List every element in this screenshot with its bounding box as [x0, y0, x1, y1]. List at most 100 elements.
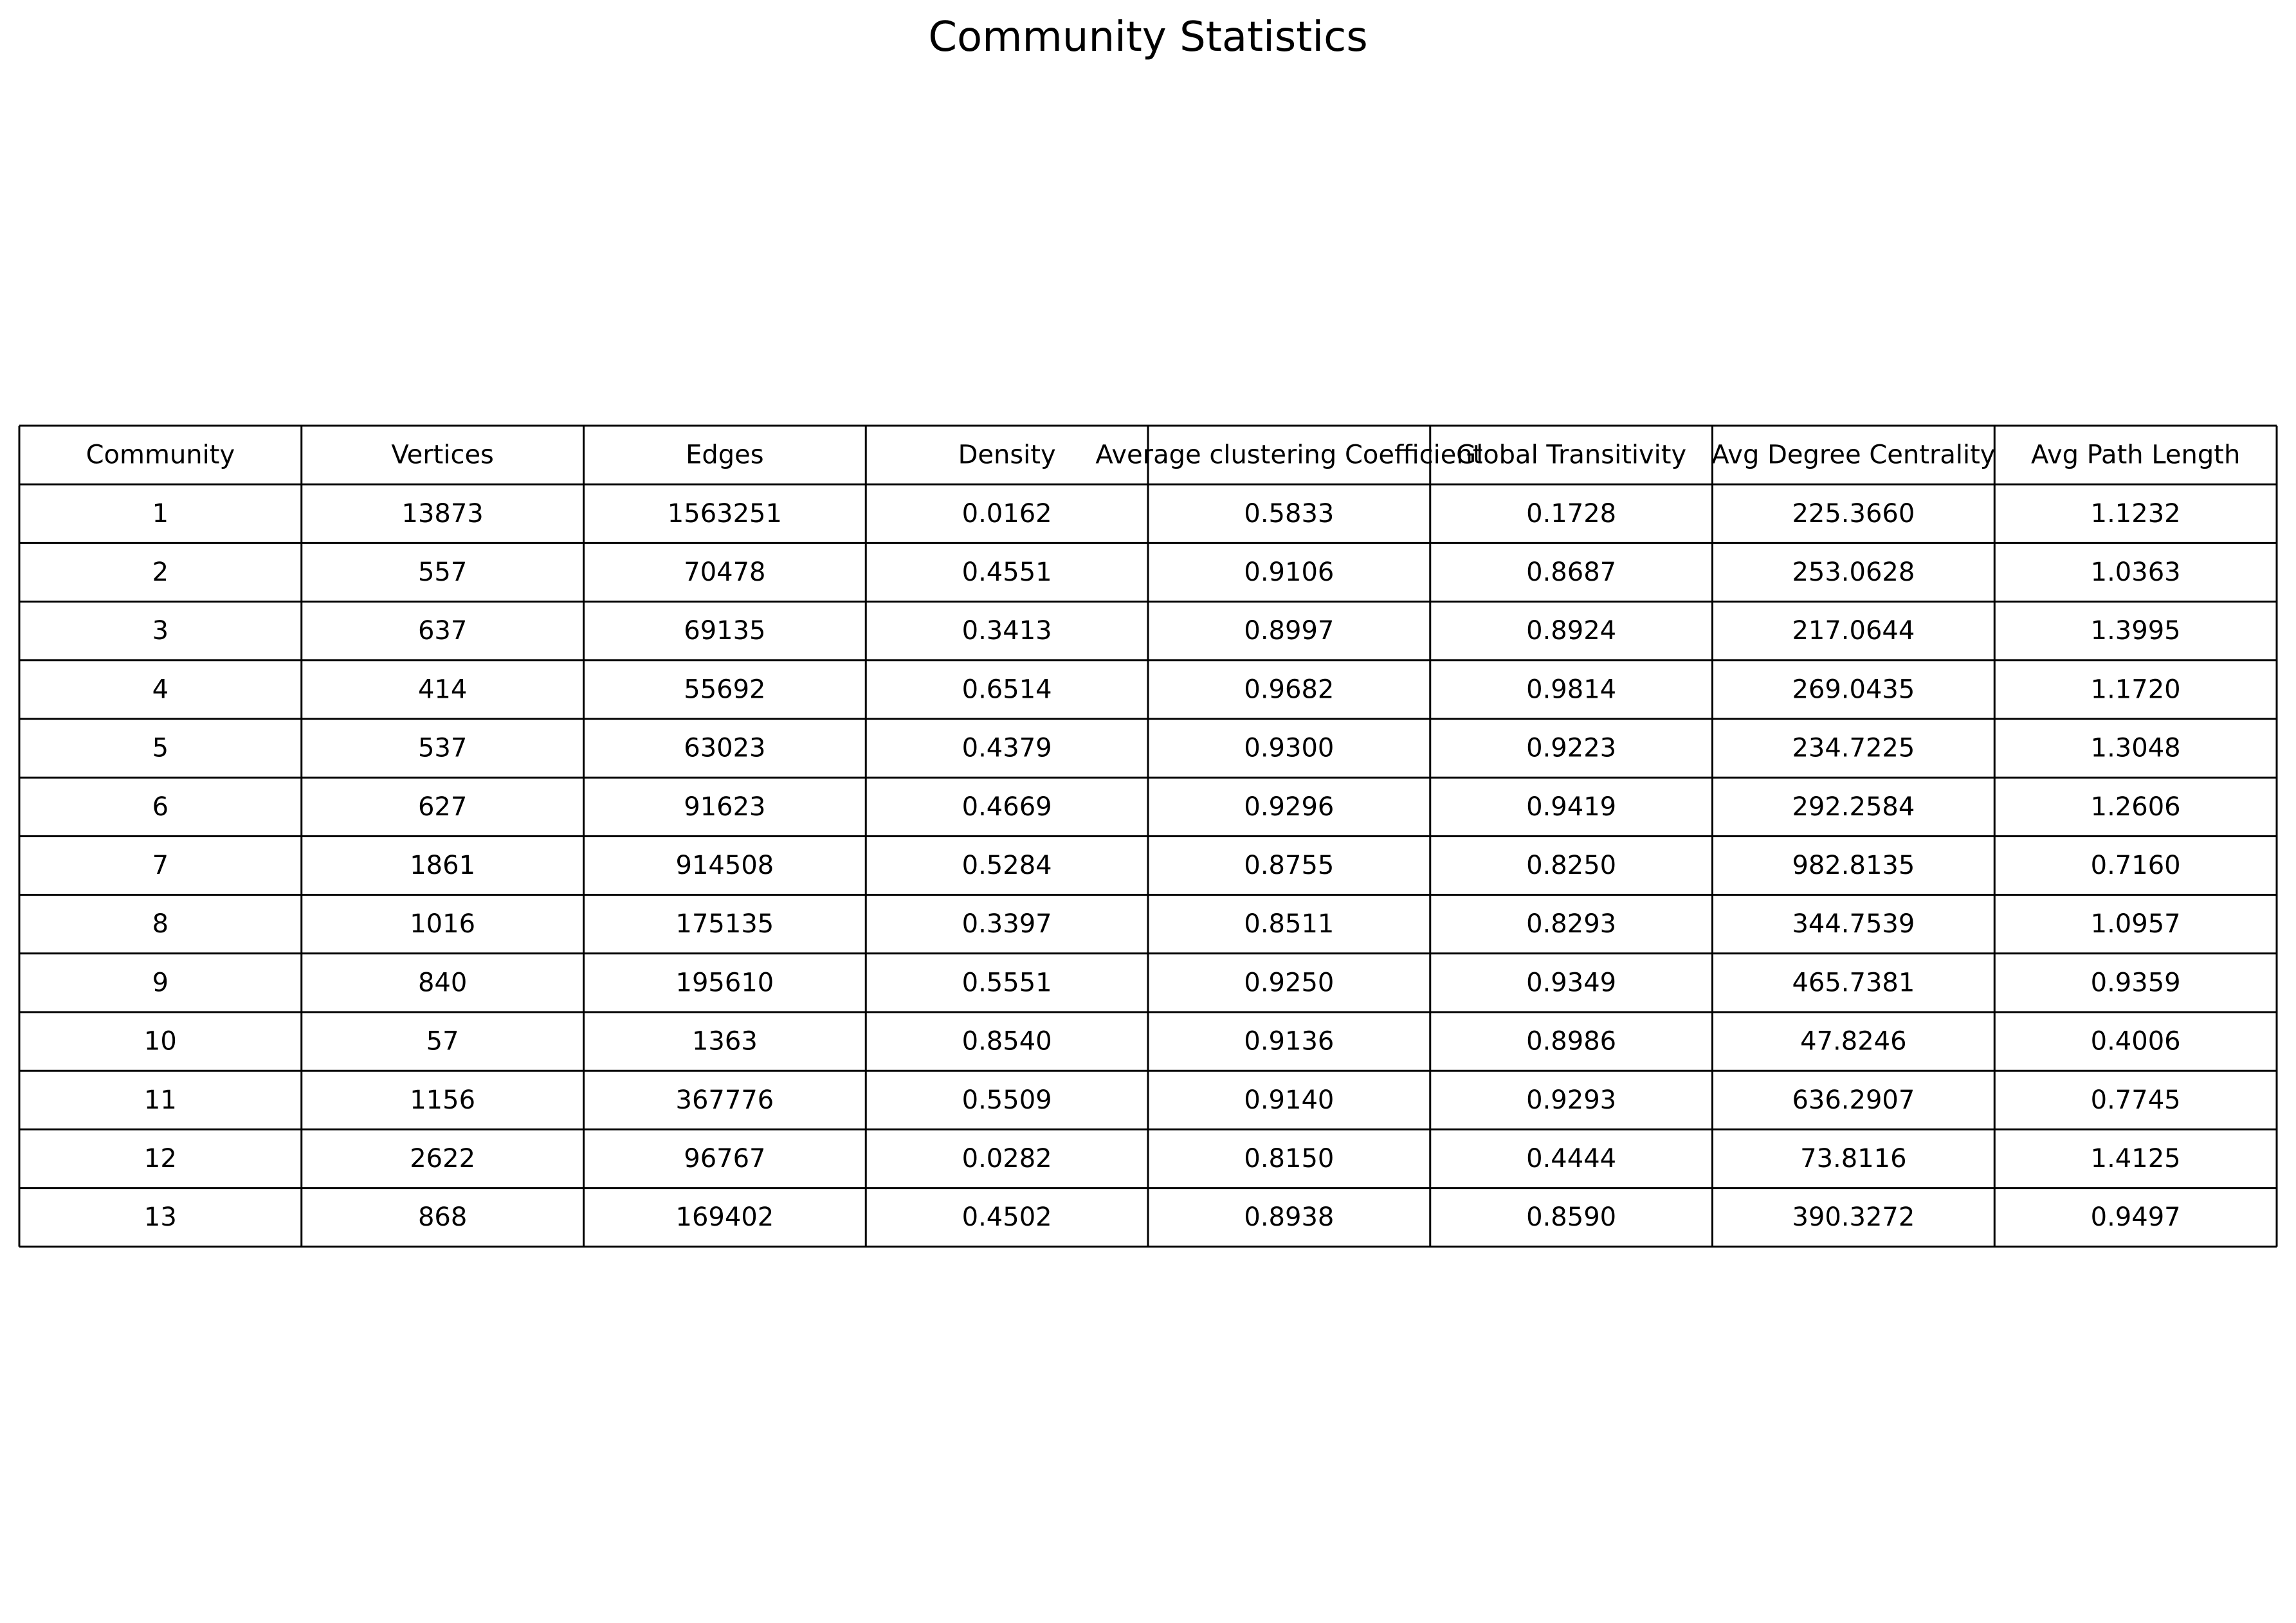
table-cell: 0.3397 — [962, 909, 1052, 939]
table-grid — [18, 424, 2278, 1248]
table-cell: 0.5551 — [962, 968, 1052, 997]
table-cell: 0.8924 — [1526, 616, 1616, 646]
table-cell: 0.7745 — [2091, 1085, 2181, 1115]
table-cell: 1363 — [692, 1027, 758, 1056]
table-cell: 0.4502 — [962, 1202, 1052, 1232]
table-cell: 1.3048 — [2091, 734, 2181, 763]
table-cell: 0.5833 — [1244, 499, 1334, 529]
table-cell: 390.3272 — [1792, 1202, 1915, 1232]
table-cell: 0.4669 — [962, 792, 1052, 822]
table-cell: 0.8687 — [1526, 558, 1616, 587]
table-cell: 0.8755 — [1244, 851, 1334, 880]
table-cell: 1861 — [410, 851, 475, 880]
table-cell: 0.9296 — [1244, 792, 1334, 822]
table-cell: 868 — [418, 1202, 467, 1232]
chart-title: Community Statistics — [928, 14, 1368, 61]
table-cell: 0.9223 — [1526, 734, 1616, 763]
table-cell: 627 — [418, 792, 467, 822]
table-cell: 47.8246 — [1800, 1027, 1906, 1056]
table-cell: 0.8511 — [1244, 909, 1334, 939]
table-cell: 1.0363 — [2091, 558, 2181, 587]
table-cell: 11 — [144, 1085, 177, 1115]
table-cell: 57 — [426, 1027, 459, 1056]
table-cell: 0.9814 — [1526, 675, 1616, 704]
table-cell: 1.1232 — [2091, 499, 2181, 529]
table-cell: 0.8986 — [1526, 1027, 1616, 1056]
table-cell: 1.0957 — [2091, 909, 2181, 939]
table-cell: 8 — [152, 909, 169, 939]
table-cell: 0.4444 — [1526, 1144, 1616, 1174]
table-cell: 0.9250 — [1244, 968, 1334, 997]
table-cell: 6 — [152, 792, 169, 822]
column-header: Vertices — [391, 440, 494, 470]
table-cell: 0.8150 — [1244, 1144, 1334, 1174]
table-cell: 0.1728 — [1526, 499, 1616, 529]
table-cell: 96767 — [684, 1144, 765, 1174]
table-cell: 91623 — [684, 792, 765, 822]
table-cell: 253.0628 — [1792, 558, 1915, 587]
table-cell: 0.6514 — [962, 675, 1052, 704]
column-header: Density — [958, 440, 1056, 470]
table-cell: 7 — [152, 851, 169, 880]
table-cell: 195610 — [676, 968, 774, 997]
table-cell: 0.8293 — [1526, 909, 1616, 939]
table-cell: 1.2606 — [2091, 792, 2181, 822]
table-cell: 914508 — [676, 851, 774, 880]
table-cell: 5 — [152, 734, 169, 763]
column-header: Avg Degree Centrality — [1711, 440, 1995, 470]
table-cell: 13873 — [402, 499, 484, 529]
table-cell: 465.7381 — [1792, 968, 1915, 997]
table-cell: 269.0435 — [1792, 675, 1915, 704]
table-cell: 0.0162 — [962, 499, 1052, 529]
table-cell: 73.8116 — [1800, 1144, 1906, 1174]
table-cell: 0.9293 — [1526, 1085, 1616, 1115]
column-header: Community — [86, 440, 235, 470]
table-cell: 1016 — [410, 909, 475, 939]
table-cell: 414 — [418, 675, 467, 704]
column-header: Average clustering Coefficient — [1095, 440, 1482, 470]
table-cell: 1.1720 — [2091, 675, 2181, 704]
table-cell: 0.9300 — [1244, 734, 1334, 763]
table-cell: 12 — [144, 1144, 177, 1174]
table-cell: 292.2584 — [1792, 792, 1915, 822]
column-header: Avg Path Length — [2031, 440, 2240, 470]
table-cell: 0.4379 — [962, 734, 1052, 763]
table-cell: 0.8997 — [1244, 616, 1334, 646]
table-cell: 840 — [418, 968, 467, 997]
table-cell: 0.7160 — [2091, 851, 2181, 880]
table-cell: 0.9682 — [1244, 675, 1334, 704]
table-cell: 234.7225 — [1792, 734, 1915, 763]
table-cell: 13 — [144, 1202, 177, 1232]
table-cell: 0.8938 — [1244, 1202, 1334, 1232]
table-cell: 0.8590 — [1526, 1202, 1616, 1232]
table-cell: 0.8250 — [1526, 851, 1616, 880]
table-cell: 537 — [418, 734, 467, 763]
table-cell: 982.8135 — [1792, 851, 1915, 880]
table-cell: 1 — [152, 499, 169, 529]
table-cell: 344.7539 — [1792, 909, 1915, 939]
table-cell: 0.0282 — [962, 1144, 1052, 1174]
table-cell: 0.9106 — [1244, 558, 1334, 587]
table-cell: 225.3660 — [1792, 499, 1915, 529]
table-cell: 0.4006 — [2091, 1027, 2181, 1056]
table-cell: 0.8540 — [962, 1027, 1052, 1056]
table-cell: 0.5509 — [962, 1085, 1052, 1115]
table-cell: 1.3995 — [2091, 616, 2181, 646]
table-cell: 0.9349 — [1526, 968, 1616, 997]
table-cell: 1563251 — [668, 499, 782, 529]
table-cell: 2622 — [410, 1144, 475, 1174]
column-header: Global Transitivity — [1456, 440, 1686, 470]
table-cell: 1.4125 — [2091, 1144, 2181, 1174]
table-cell: 175135 — [676, 909, 774, 939]
table-cells: Community Vertices Edges Density Average clu… — [86, 440, 2241, 1233]
table-cell: 9 — [152, 968, 169, 997]
table-cell: 217.0644 — [1792, 616, 1915, 646]
table-cell: 0.9140 — [1244, 1085, 1334, 1115]
table-cell: 63023 — [684, 734, 765, 763]
table-cell: 636.2907 — [1792, 1085, 1915, 1115]
table-cell: 10 — [144, 1027, 177, 1056]
table-cell: 2 — [152, 558, 169, 587]
table-cell: 0.9497 — [2091, 1202, 2181, 1232]
table-cell: 0.9136 — [1244, 1027, 1334, 1056]
